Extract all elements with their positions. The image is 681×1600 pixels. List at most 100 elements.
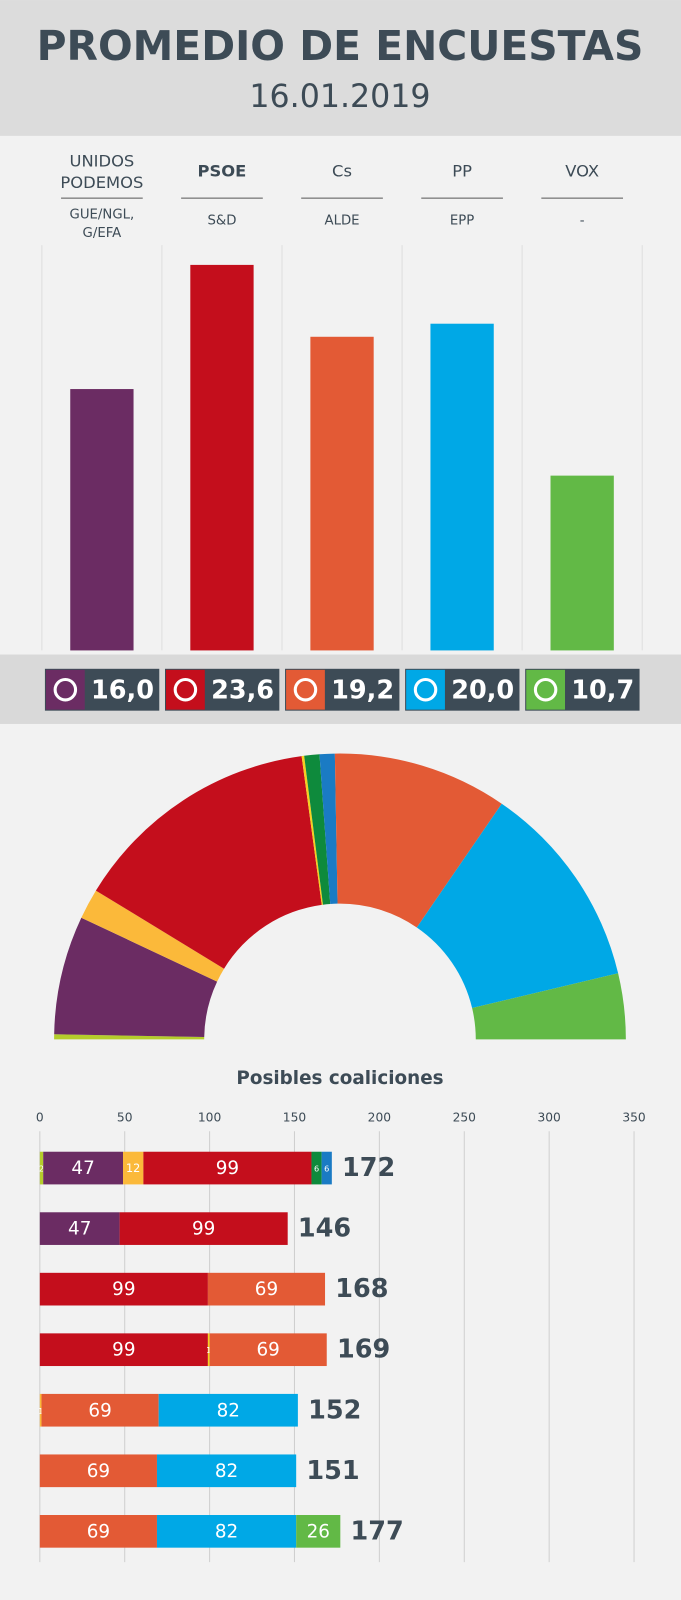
segment-label: 99 [192,1219,215,1240]
segment-label: 6 [314,1164,319,1174]
party-name-box: VOX [565,161,600,181]
coalition-total: 152 [308,1395,361,1425]
coalition-segment [43,1151,124,1185]
x-tick-label: 350 [622,1111,645,1125]
coalition-segment [143,1151,312,1185]
coalition-segment [207,1272,326,1306]
bar [430,323,494,651]
party-logo [166,669,205,710]
seat-segment [472,973,626,1040]
segment-label: 99 [112,1279,135,1300]
party-name-box: PSOE [197,161,247,181]
segment-label: 99 [112,1340,135,1361]
party-logo [526,669,566,710]
coalition-segment [207,1333,210,1367]
seat-segment [304,754,331,905]
x-tick-label: 100 [198,1111,221,1125]
seat-segment [54,1034,205,1040]
segment-label: 1 [38,1406,43,1416]
party-name: Cs [332,161,352,181]
coalition-segment [39,1151,44,1185]
segment-label: 82 [215,1521,238,1542]
coalition-total: 169 [337,1335,390,1365]
segment-label: 69 [88,1400,111,1421]
seat-segment [301,755,323,905]
x-tick-label: 250 [453,1111,476,1125]
seat-segment [319,753,338,904]
title: PROMEDIO DE ENCUESTAS [37,22,644,70]
seat-segment [95,756,322,969]
party-group-box: EPP [449,213,475,229]
party-group: - [579,213,585,229]
segment-label: 99 [216,1158,239,1179]
coalition-segment [321,1151,332,1185]
value-label: 10,7 [571,675,634,705]
logo-mark [533,677,558,702]
segment-label: 82 [215,1461,238,1482]
segment-label: 69 [256,1340,279,1361]
party-name: UNIDOS PODEMOS [60,151,144,193]
bar [550,475,614,651]
value-label: 23,6 [211,675,274,705]
coalition-segment [156,1454,297,1488]
segment-label: 12 [126,1162,140,1175]
party-logo [406,669,445,710]
coalition-segment [39,1212,120,1245]
coalition-total: 146 [298,1214,351,1244]
coalition-segment [39,1393,42,1427]
bar [190,264,254,651]
seat-segment [81,890,225,982]
coalition-segment [39,1333,208,1367]
party-group-box: ALDE [324,213,360,229]
date: 16.01.2019 [249,79,430,115]
party-logo [45,669,85,710]
value-label: 16,0 [91,675,154,705]
party-group-box: S&D [207,213,237,229]
party-group: ALDE [324,213,360,229]
party-name: PSOE [197,161,247,181]
party-name: PP [452,161,472,181]
segment-label: 69 [87,1461,110,1482]
logo-mark [293,677,318,702]
seat-segment [416,803,619,1009]
coalition-segment [209,1333,327,1367]
segment-label: 69 [87,1521,110,1542]
party-name-box: UNIDOS PODEMOS [60,151,144,193]
coalition-segment [123,1151,144,1185]
party-group: EPP [449,213,475,229]
party-logo [286,669,325,710]
coalition-segment [119,1212,288,1245]
segment-label: 82 [217,1400,240,1421]
coalition-segment [39,1514,157,1548]
x-tick-label: 150 [283,1111,306,1125]
seat-segment [334,753,502,928]
chart-title: Posibles coaliciones [236,1068,443,1089]
segment-label: 26 [307,1521,330,1542]
logo-mark [173,677,198,702]
coalition-segment [158,1393,298,1427]
segment-label: 1 [206,1345,211,1355]
segment-label: 2 [39,1164,44,1174]
party-group: S&D [207,213,237,229]
logo-mark [413,677,438,702]
coalition-segment [156,1514,297,1548]
x-tick-label: 300 [537,1111,560,1125]
party-name-box: PP [452,161,472,181]
party-group-box: - [579,213,585,229]
x-tick-label: 200 [368,1111,391,1125]
bar [70,389,134,651]
coalition-total: 177 [351,1516,404,1546]
bar [310,336,374,651]
coalition-segment [311,1151,322,1185]
segment-label: 6 [324,1164,329,1174]
party-name-box: Cs [332,161,352,181]
segment-label: 69 [255,1279,278,1300]
value-label: 20,0 [451,675,514,705]
coalition-segment [296,1514,341,1548]
party-name: VOX [565,161,600,181]
segment-label: 47 [71,1158,94,1179]
coalition-total: 168 [335,1274,388,1304]
x-tick-label: 0 [36,1111,44,1125]
